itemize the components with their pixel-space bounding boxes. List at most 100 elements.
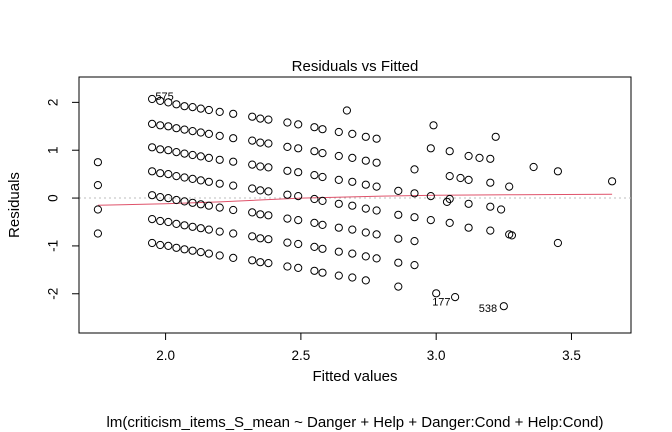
- data-point: [196, 176, 205, 185]
- data-point: [215, 203, 224, 212]
- data-point: [394, 186, 403, 195]
- data-point: [283, 214, 292, 223]
- y-axis-title: Residuals: [6, 172, 23, 238]
- data-point: [229, 181, 238, 190]
- data-point: [188, 246, 197, 255]
- data-point: [361, 180, 370, 189]
- data-point: [164, 170, 173, 179]
- y-tick-label: 1: [46, 146, 61, 154]
- data-point: [426, 216, 435, 225]
- data-point: [248, 256, 257, 265]
- data-point: [426, 192, 435, 201]
- data-point: [334, 175, 343, 184]
- data-point: [256, 186, 265, 195]
- data-point: [283, 142, 292, 151]
- data-point: [318, 220, 327, 229]
- data-point: [172, 148, 181, 157]
- data-point: [294, 192, 303, 201]
- x-tick-label: 2.0: [156, 348, 175, 363]
- data-point: [172, 100, 181, 109]
- data-point: [148, 191, 157, 200]
- data-point: [310, 194, 319, 204]
- data-point: [156, 145, 165, 154]
- data-point: [172, 124, 181, 133]
- data-point: [93, 181, 103, 190]
- data-point: [172, 195, 181, 205]
- data-point: [394, 210, 403, 219]
- data-point: [229, 109, 238, 118]
- data-point: [608, 177, 617, 186]
- data-point: [361, 156, 370, 165]
- data-point: [204, 129, 213, 138]
- data-point: [188, 127, 197, 136]
- data-point: [410, 213, 419, 222]
- data-point: [256, 114, 265, 123]
- data-point: [164, 98, 173, 107]
- residual-points: [93, 94, 617, 311]
- data-point: [553, 167, 563, 176]
- outlier-label-177: 177: [432, 296, 450, 308]
- data-point: [248, 208, 257, 217]
- data-point: [310, 123, 319, 132]
- data-point: [361, 276, 370, 285]
- data-point: [318, 125, 327, 134]
- data-point: [294, 216, 303, 225]
- data-point: [491, 132, 500, 141]
- data-point: [256, 162, 265, 171]
- data-point: [486, 202, 495, 211]
- data-point: [188, 198, 197, 207]
- data-point: [164, 146, 173, 155]
- data-point: [334, 271, 343, 280]
- data-point: [394, 258, 403, 267]
- data-point: [410, 189, 419, 198]
- data-point: [429, 121, 438, 130]
- data-point: [215, 155, 224, 164]
- data-point: [348, 225, 357, 234]
- data-point: [486, 226, 495, 235]
- data-point: [497, 205, 506, 214]
- data-point: [334, 151, 343, 161]
- data-point: [348, 129, 357, 138]
- data-point: [283, 166, 292, 175]
- data-point: [188, 174, 197, 183]
- data-point: [348, 177, 357, 186]
- data-point: [264, 163, 273, 172]
- data-point: [294, 239, 303, 249]
- data-point: [318, 196, 327, 205]
- data-point: [215, 179, 224, 188]
- outlier-label-538: 538: [479, 303, 497, 315]
- data-point: [248, 232, 257, 241]
- data-point: [204, 225, 213, 234]
- data-point: [394, 282, 403, 291]
- data-point: [156, 216, 165, 226]
- data-point: [229, 157, 238, 166]
- data-point: [486, 178, 495, 187]
- data-point: [188, 222, 197, 231]
- data-point: [394, 234, 403, 243]
- x-axis: 2.0 2.5 3.0 3.5: [156, 332, 581, 363]
- y-tick-label: -2: [46, 288, 61, 300]
- data-point: [445, 194, 454, 204]
- data-point: [475, 153, 484, 162]
- data-point: [334, 127, 343, 137]
- data-point: [148, 167, 157, 176]
- data-point: [410, 261, 419, 270]
- data-point: [229, 205, 238, 215]
- data-point: [196, 152, 205, 161]
- data-point: [148, 119, 157, 129]
- data-point: [318, 149, 327, 158]
- data-point: [180, 221, 189, 230]
- data-point: [464, 199, 473, 208]
- data-point: [283, 118, 292, 127]
- data-point: [229, 253, 238, 262]
- x-tick-label: 3.0: [427, 348, 446, 363]
- data-point: [426, 144, 435, 153]
- data-point: [148, 94, 157, 104]
- data-point: [256, 210, 265, 219]
- data-point: [318, 268, 327, 277]
- data-point: [318, 172, 327, 182]
- data-point: [248, 136, 257, 145]
- y-tick-label: -1: [46, 240, 61, 252]
- data-point: [445, 218, 454, 227]
